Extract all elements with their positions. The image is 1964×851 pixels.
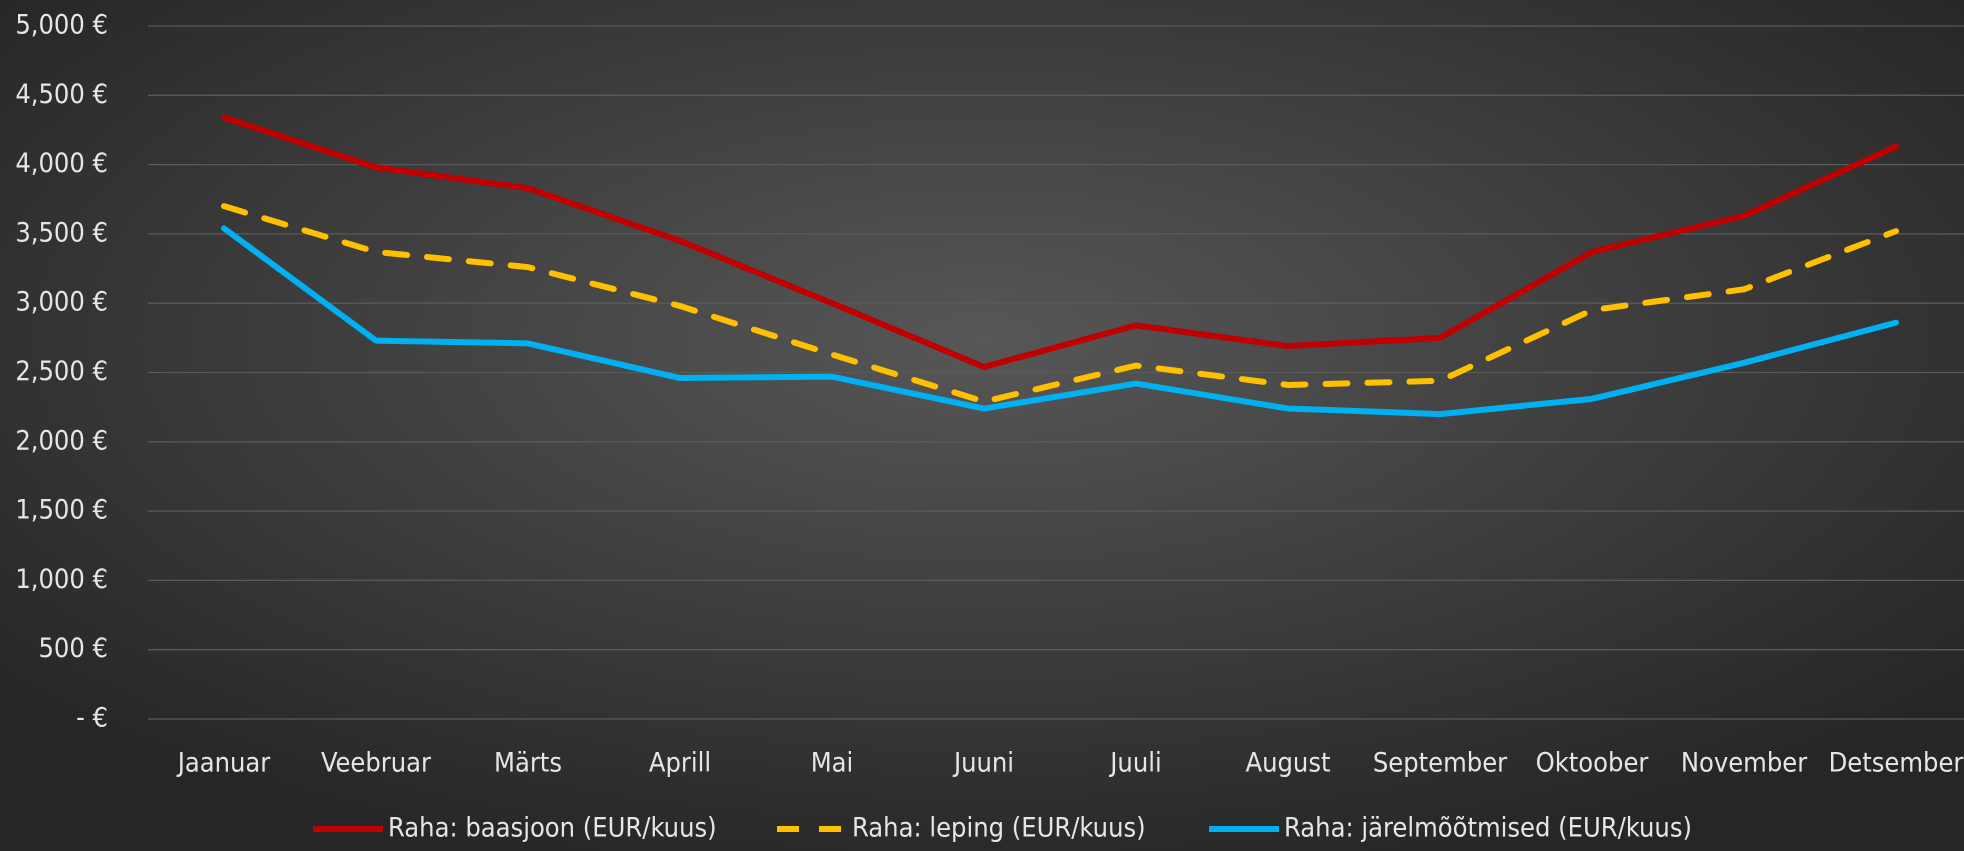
x-tick-label: Aprill: [649, 748, 711, 779]
y-tick-label: 3,000 €: [15, 287, 108, 318]
y-tick-label: 3,500 €: [15, 217, 108, 248]
x-tick-label: Märts: [494, 748, 562, 779]
series-line: [221, 114, 1899, 370]
y-tick-label: 1,500 €: [15, 495, 108, 526]
legend-label: Raha: järelmõõtmised (EUR/kuus): [1284, 813, 1692, 844]
y-tick-label: 1,000 €: [15, 564, 108, 595]
y-tick-label: 2,000 €: [15, 425, 108, 456]
legend-label: Raha: baasjoon (EUR/kuus): [388, 813, 717, 844]
legend-label: Raha: leping (EUR/kuus): [852, 813, 1146, 844]
x-tick-label: Juuli: [1108, 748, 1161, 779]
series-line: [221, 203, 1899, 405]
legend: Raha: baasjoon (EUR/kuus) Raha: leping (E…: [313, 813, 1692, 844]
x-tick-label: Veebruar: [321, 748, 431, 779]
x-tick-label: September: [1373, 748, 1507, 779]
plot: [221, 114, 1899, 418]
series-line: [221, 225, 1899, 418]
y-tick-label: 500 €: [38, 633, 108, 664]
y-tick-label: - €: [76, 703, 108, 734]
y-tick-label: 4,500 €: [15, 79, 108, 110]
y-tick-label: 4,000 €: [15, 148, 108, 179]
x-tick-label: Jaanuar: [176, 748, 271, 779]
x-tick-label: Juuni: [952, 748, 1014, 779]
x-tick-label: Detsember: [1829, 748, 1964, 779]
x-tick-label: August: [1245, 748, 1330, 779]
y-tick-label: 2,500 €: [15, 356, 108, 387]
x-tick-label: Mai: [811, 748, 854, 779]
x-tick-label: November: [1681, 748, 1807, 779]
x-tick-label: Oktoober: [1536, 748, 1649, 779]
y-tick-label: 5,000 €: [15, 10, 108, 41]
